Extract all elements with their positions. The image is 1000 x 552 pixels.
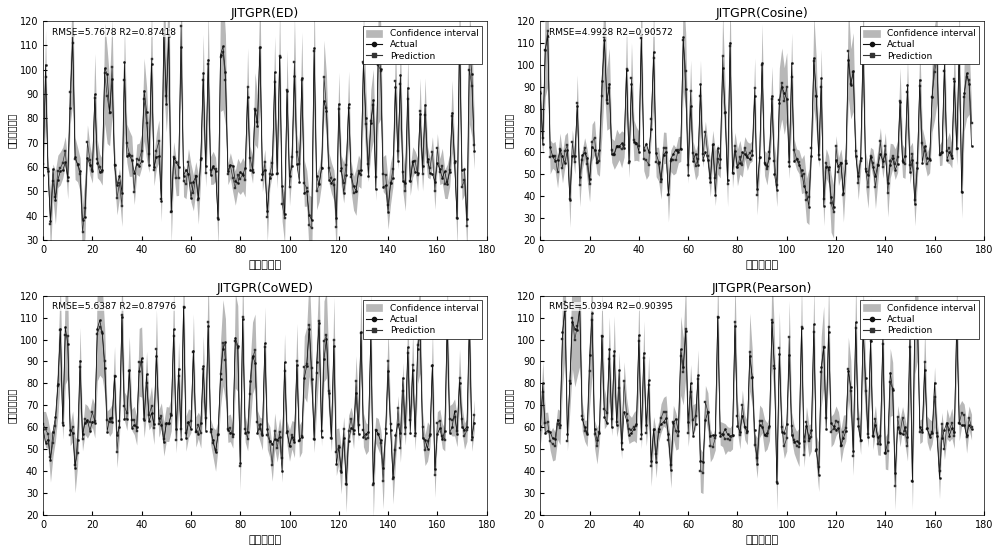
X-axis label: 测试样本数: 测试样本数 xyxy=(248,261,281,270)
Text: RMSE=5.0394 R2=0.90395: RMSE=5.0394 R2=0.90395 xyxy=(549,302,673,311)
Y-axis label: 门尼粿度数值: 门尼粿度数值 xyxy=(504,113,514,148)
X-axis label: 测试样本数: 测试样本数 xyxy=(746,261,779,270)
Text: RMSE=4.9928 R2=0.90572: RMSE=4.9928 R2=0.90572 xyxy=(549,28,673,36)
Y-axis label: 门尼粿度数值: 门尼粿度数值 xyxy=(7,113,17,148)
Title: JITGPR(Pearson): JITGPR(Pearson) xyxy=(712,282,812,295)
X-axis label: 测试样本数: 测试样本数 xyxy=(248,535,281,545)
Legend: Confidence interval, Actual, Prediction: Confidence interval, Actual, Prediction xyxy=(363,300,482,339)
Title: JITGPR(CoWED): JITGPR(CoWED) xyxy=(216,282,313,295)
Legend: Confidence interval, Actual, Prediction: Confidence interval, Actual, Prediction xyxy=(363,25,482,65)
X-axis label: 测试样本数: 测试样本数 xyxy=(746,535,779,545)
Title: JITGPR(ED): JITGPR(ED) xyxy=(231,7,299,20)
Text: RMSE=5.6387 R2=0.87976: RMSE=5.6387 R2=0.87976 xyxy=(52,302,176,311)
Legend: Confidence interval, Actual, Prediction: Confidence interval, Actual, Prediction xyxy=(860,25,979,65)
Legend: Confidence interval, Actual, Prediction: Confidence interval, Actual, Prediction xyxy=(860,300,979,339)
Y-axis label: 门尼粿度数值: 门尼粿度数值 xyxy=(7,388,17,423)
Title: JITGPR(Cosine): JITGPR(Cosine) xyxy=(716,7,808,20)
Text: RMSE=5.7678 R2=0.87418: RMSE=5.7678 R2=0.87418 xyxy=(52,28,176,36)
Y-axis label: 门尼粿度数值: 门尼粿度数值 xyxy=(504,388,514,423)
